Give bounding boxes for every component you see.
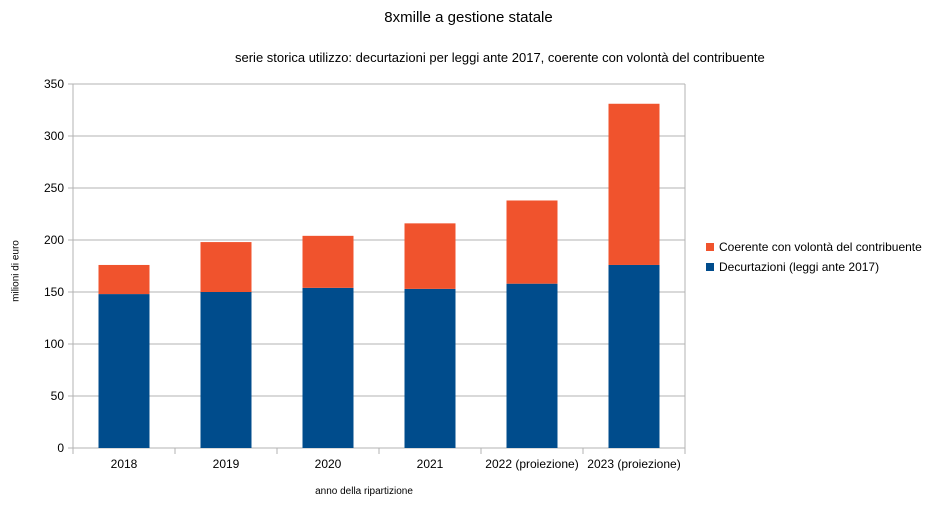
y-tick-label: 100 <box>44 337 64 351</box>
x-tick-label: 2019 <box>213 457 240 471</box>
bar-coerente <box>506 200 558 284</box>
bar-coerente <box>608 103 660 265</box>
y-tick-label: 200 <box>44 233 64 247</box>
legend: Coerente con volontà del contribuente De… <box>706 237 922 277</box>
x-tick-label: 2020 <box>315 457 342 471</box>
legend-label-coerente: Coerente con volontà del contribuente <box>719 240 922 254</box>
bar-coerente <box>200 242 252 292</box>
legend-item-coerente: Coerente con volontà del contribuente <box>706 237 922 257</box>
legend-label-decurtazioni: Decurtazioni (leggi ante 2017) <box>719 260 880 274</box>
y-tick-label: 350 <box>44 77 64 91</box>
x-axis-label: anno della ripartizione <box>315 486 413 497</box>
bar-decurtazioni <box>200 292 252 448</box>
chart-title: 8xmille a gestione statale <box>384 9 553 26</box>
x-tick-label: 2018 <box>111 457 138 471</box>
bar-decurtazioni <box>608 264 660 448</box>
legend-swatch-decurtazioni <box>706 263 714 271</box>
bar-coerente <box>302 235 354 288</box>
bar-decurtazioni <box>98 294 150 448</box>
y-tick-label: 0 <box>57 441 64 455</box>
bar-coerente <box>404 223 456 289</box>
bar-decurtazioni <box>506 283 558 448</box>
bar-decurtazioni <box>404 288 456 448</box>
x-tick-label: 2023 (proiezione) <box>587 457 680 471</box>
x-tick-label: 2022 (proiezione) <box>485 457 578 471</box>
y-tick-label: 250 <box>44 181 64 195</box>
legend-swatch-coerente <box>706 243 714 251</box>
bar-decurtazioni <box>302 287 354 448</box>
chart-subtitle: serie storica utilizzo: decurtazioni per… <box>235 50 765 65</box>
y-tick-label: 300 <box>44 129 64 143</box>
legend-item-decurtazioni: Decurtazioni (leggi ante 2017) <box>706 257 922 277</box>
y-tick-label: 150 <box>44 285 64 299</box>
x-tick-label: 2021 <box>417 457 444 471</box>
y-tick-label: 50 <box>51 389 65 403</box>
bar-coerente <box>98 264 150 295</box>
